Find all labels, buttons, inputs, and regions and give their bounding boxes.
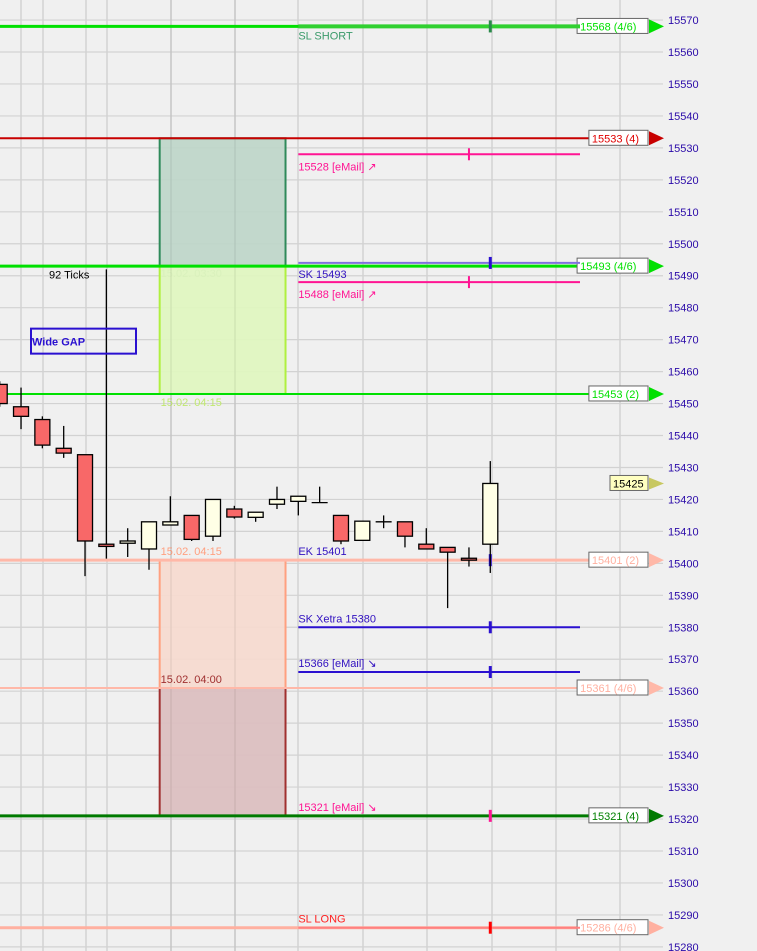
level-price-tag [576, 257, 649, 274]
y-axis-tick-label: 15450 [668, 399, 699, 411]
y-axis-tick-label: 15470 [668, 335, 699, 347]
level-price-tag [588, 385, 649, 402]
level-price-tag-text: 15493 (4/6) [580, 261, 636, 273]
candle-bull[interactable] [354, 520, 371, 541]
candle-bull[interactable] [140, 521, 158, 550]
order-line-label: SK Xetra 15380 [298, 613, 376, 625]
zone-time-label: 15.02. 04:15 [161, 546, 222, 558]
y-axis-tick-label: 15370 [668, 654, 699, 666]
order-line-label: 15488 [eMail] ↗ [298, 289, 376, 301]
level-arrow-icon [649, 808, 664, 823]
order-line-label: SL LONG [298, 914, 345, 926]
candle-bear[interactable] [183, 514, 200, 541]
y-axis-tick-label: 15340 [668, 750, 699, 762]
y-axis-tick-label: 15480 [668, 303, 699, 315]
zone-time-label: 15.02. 04:00 [161, 674, 222, 686]
candle-bear[interactable] [332, 514, 350, 542]
current-price-tag [609, 474, 649, 491]
candle-bear[interactable] [12, 406, 30, 417]
y-axis-tick-label: 15380 [668, 622, 699, 634]
level-price-tag [588, 807, 649, 824]
candle-bull[interactable] [268, 498, 286, 505]
candle-bear[interactable] [76, 454, 94, 542]
candle-bear[interactable] [98, 543, 115, 548]
y-axis-tick-label: 15510 [668, 207, 699, 219]
current-price-arrow-icon [649, 477, 664, 490]
y-axis-tick-label: 15500 [668, 239, 699, 251]
y-axis-tick-label: 15330 [668, 782, 699, 794]
candle-bear[interactable] [0, 383, 8, 405]
y-axis-tick-label: 15420 [668, 494, 699, 506]
candle-bear[interactable] [55, 447, 72, 454]
level-arrow-icon [649, 681, 664, 696]
y-axis-tick-label: 15400 [668, 558, 699, 570]
y-axis-tick-label: 15460 [668, 367, 699, 379]
y-axis-tick-label: 15360 [668, 686, 699, 698]
candle-bull[interactable] [119, 540, 136, 544]
annotation-text: Wide GAP [32, 337, 85, 349]
y-axis-tick-label: 15540 [668, 111, 699, 123]
level-arrow-icon [649, 19, 664, 34]
level-price-tag-text: 15361 (4/6) [580, 683, 636, 695]
level-price-tag-text: 15286 (4/6) [580, 923, 636, 935]
y-axis-tick-label: 15410 [668, 526, 699, 538]
order-line-label: 15366 [eMail] ↘ [298, 658, 376, 670]
level-arrow-icon [649, 131, 664, 146]
candle-bull[interactable] [247, 511, 264, 518]
level-price-tag [588, 551, 649, 568]
y-axis-tick-label: 15570 [668, 15, 699, 27]
zone-time-label: 15.02. 04:15 [161, 397, 222, 409]
order-line-label: EK 15401 [298, 546, 346, 558]
order-line-label: SK 15493 [298, 269, 346, 281]
y-axis-tick-label: 15430 [668, 462, 699, 474]
y-axis-tick-label: 15350 [668, 718, 699, 730]
level-price-tag-text: 15568 (4/6) [580, 21, 636, 33]
candle-bear[interactable] [439, 546, 456, 553]
y-axis-tick-label: 15310 [668, 846, 699, 858]
level-price-tag [588, 129, 649, 146]
y-axis-tick-label: 15300 [668, 878, 699, 890]
candle-bear[interactable] [226, 508, 243, 518]
candle-bear[interactable] [34, 418, 51, 446]
level-arrow-icon [649, 920, 664, 935]
candle-bear[interactable] [418, 543, 435, 550]
level-price-tag-text: 15453 (2) [592, 389, 639, 401]
candle-bull[interactable] [162, 521, 179, 526]
time-zone-box [158, 265, 287, 395]
y-axis-tick-label: 15440 [668, 431, 699, 443]
time-zone-box [158, 687, 287, 817]
y-axis-tick-label: 15520 [668, 175, 699, 187]
order-line-label: 15528 [eMail] ↗ [298, 161, 376, 173]
annotation-box[interactable] [30, 327, 137, 355]
time-zone-box [158, 137, 287, 268]
y-axis-tick-label: 15390 [668, 590, 699, 602]
current-price-text: 15425 [613, 478, 644, 490]
annotation-text: 92 Ticks [49, 270, 90, 282]
level-arrow-icon [649, 386, 664, 401]
level-price-tag [576, 679, 649, 696]
candle-bear[interactable] [396, 521, 414, 537]
y-axis-tick-label: 15290 [668, 910, 699, 922]
y-axis-tick-label: 15320 [668, 814, 699, 826]
candle-bull[interactable] [482, 482, 499, 545]
level-price-tag-text: 15401 (2) [592, 555, 639, 567]
y-axis-tick-label: 15490 [668, 271, 699, 283]
candle-bear[interactable] [460, 557, 478, 561]
level-arrow-icon [649, 259, 664, 274]
y-axis-tick-label: 15550 [668, 79, 699, 91]
order-line-label: SL SHORT [298, 30, 353, 42]
candle-bull[interactable] [204, 498, 222, 537]
candle-bull[interactable] [290, 495, 307, 503]
y-axis-tick-label: 15280 [668, 942, 699, 951]
y-axis-tick-label: 15560 [668, 47, 699, 59]
level-price-tag-text: 15533 (4) [592, 133, 639, 145]
level-arrow-icon [649, 553, 664, 568]
y-axis-tick-label: 15530 [668, 143, 699, 155]
order-line-label: 15321 [eMail] ↘ [298, 802, 376, 814]
level-price-tag-text: 15321 (4) [592, 811, 639, 823]
time-zone-box [158, 559, 287, 690]
